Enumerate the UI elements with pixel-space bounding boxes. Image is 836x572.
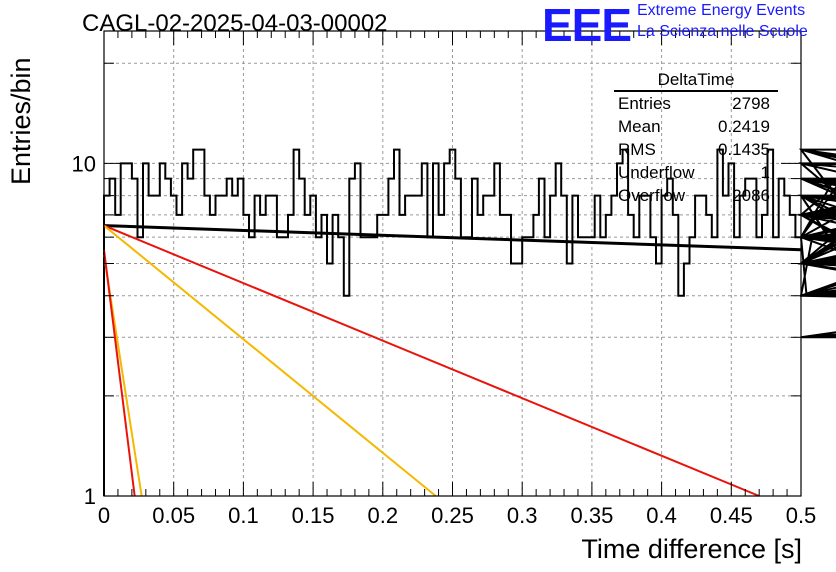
- tick-labels: 0 0.05 0.1 0.15 0.2 0.25 0.3 0.35 0.4 0.45 0.5 1 10: [72, 151, 817, 528]
- x-tick-label: 0.5: [786, 503, 817, 528]
- stats-value: 0.2419: [718, 117, 770, 136]
- histogram-bars: [103, 148, 836, 496]
- x-tick-label: 0.05: [152, 503, 195, 528]
- x-axis-label: Time difference [s]: [581, 534, 802, 564]
- stats-row-entries: Entries 2798: [610, 92, 778, 115]
- fit-curve: [103, 224, 437, 497]
- run-title: CAGL-02-2025-04-03-00002: [82, 10, 388, 37]
- histogram-step-line: [103, 148, 836, 496]
- stats-row-underflow: Underflow 1: [610, 161, 778, 184]
- stats-row-rms: RMS 0.1435: [610, 138, 778, 161]
- x-tick-label: 0.2: [368, 503, 399, 528]
- logo-tagline-1: Extreme Energy Events: [637, 2, 806, 19]
- y-tick-label: 1: [84, 484, 96, 509]
- stats-row-mean: Mean 0.2419: [610, 115, 778, 138]
- stats-label: Overflow: [618, 186, 686, 205]
- fit-curves: [103, 224, 802, 497]
- logo-tagline-2: La Scienza nelle Scuole: [637, 23, 808, 40]
- stats-title: DeltaTime: [614, 70, 778, 92]
- stats-label: RMS: [618, 140, 656, 159]
- stats-value: 2798: [732, 94, 770, 113]
- eee-logo: EEE: [542, 0, 632, 51]
- x-tick-label: 0.3: [507, 503, 538, 528]
- x-tick-label: 0.15: [292, 503, 335, 528]
- y-axis-label: Entries/bin: [6, 57, 36, 185]
- stats-value: 1: [760, 163, 770, 182]
- fit-curve: [103, 224, 802, 252]
- fit-curve: [103, 249, 136, 497]
- x-tick-label: 0.1: [228, 503, 259, 528]
- stats-value: 0.1435: [718, 140, 770, 159]
- stats-label: Mean: [618, 117, 661, 136]
- axis-ticks: [103, 31, 802, 497]
- x-tick-label: 0.25: [431, 503, 474, 528]
- stats-label: Entries: [618, 94, 671, 113]
- stats-box: DeltaTime Entries 2798 Mean 0.2419 RMS 0…: [610, 70, 778, 207]
- x-tick-label: 0: [98, 503, 110, 528]
- stats-label: Underflow: [618, 163, 695, 182]
- stats-value: 2086: [732, 186, 770, 205]
- x-tick-label: 0.35: [570, 503, 613, 528]
- y-tick-label: 10: [72, 151, 96, 176]
- x-tick-label: 0.45: [710, 503, 753, 528]
- fit-curve: [103, 224, 760, 497]
- x-tick-label: 0.4: [646, 503, 677, 528]
- stats-row-overflow: Overflow 2086: [610, 184, 778, 207]
